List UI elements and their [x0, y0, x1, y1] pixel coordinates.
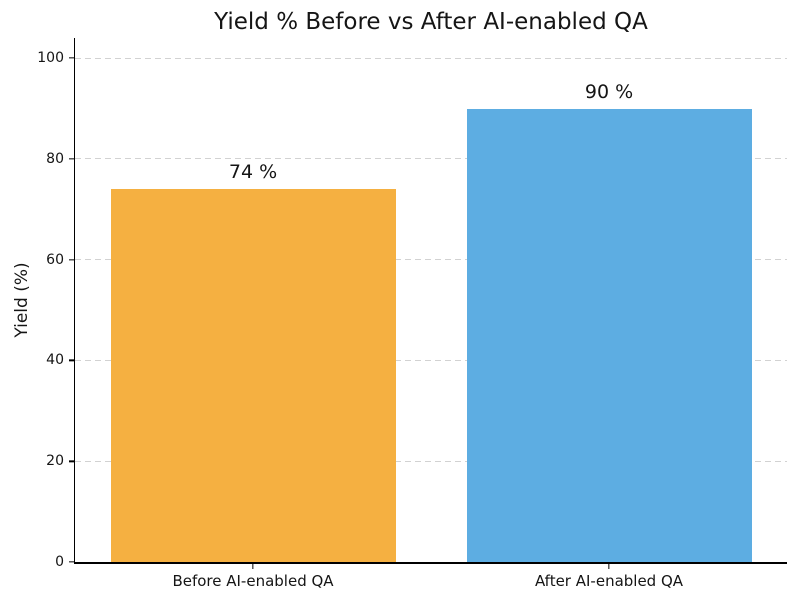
y-axis-label: Yield (%)	[12, 262, 32, 338]
y-tick-0	[68, 561, 74, 563]
bar-value-label-after-ai-enabled-qa: 90 %	[584, 80, 634, 103]
gridline-y-20	[75, 460, 787, 462]
y-tick-60	[68, 259, 74, 261]
y-tick-label-60: 60	[46, 251, 64, 268]
gridline-y-40	[75, 359, 787, 361]
y-tick-40	[68, 359, 74, 362]
x-tick-label-after-ai-enabled-qa: After AI-enabled QA	[534, 572, 684, 590]
y-tick-label-0: 0	[55, 554, 64, 570]
x-tick-label-before-ai-enabled-qa: Before AI-enabled QA	[172, 572, 334, 590]
x-tick-before-ai-enabled-qa	[252, 564, 254, 569]
y-tick-label-20: 20	[46, 453, 64, 470]
bar-after-ai-enabled-qa	[466, 108, 752, 562]
y-tick-label-80: 80	[46, 150, 64, 167]
x-tick-after-ai-enabled-qa	[608, 564, 610, 569]
y-tick-20	[68, 460, 74, 462]
bar-value-label-before-ai-enabled-qa: 74 %	[228, 161, 278, 184]
chart-title: Yield % Before vs After AI-enabled QA	[214, 9, 648, 35]
y-tick-label-40: 40	[46, 352, 64, 369]
gridline-y-100	[75, 57, 787, 59]
bar-before-ai-enabled-qa	[110, 189, 396, 562]
plot-area: 0 20 40 60 80 100 74 % Before AI-enabled QA 90 %…	[37, 38, 787, 590]
y-tick-80	[68, 158, 74, 160]
x-axis-spine	[73, 562, 787, 564]
y-tick-label-100: 100	[37, 50, 64, 67]
gridline-y-80	[75, 158, 787, 160]
y-tick-100	[68, 57, 74, 59]
y-axis-spine	[73, 38, 75, 562]
gridline-y-60	[75, 259, 787, 261]
